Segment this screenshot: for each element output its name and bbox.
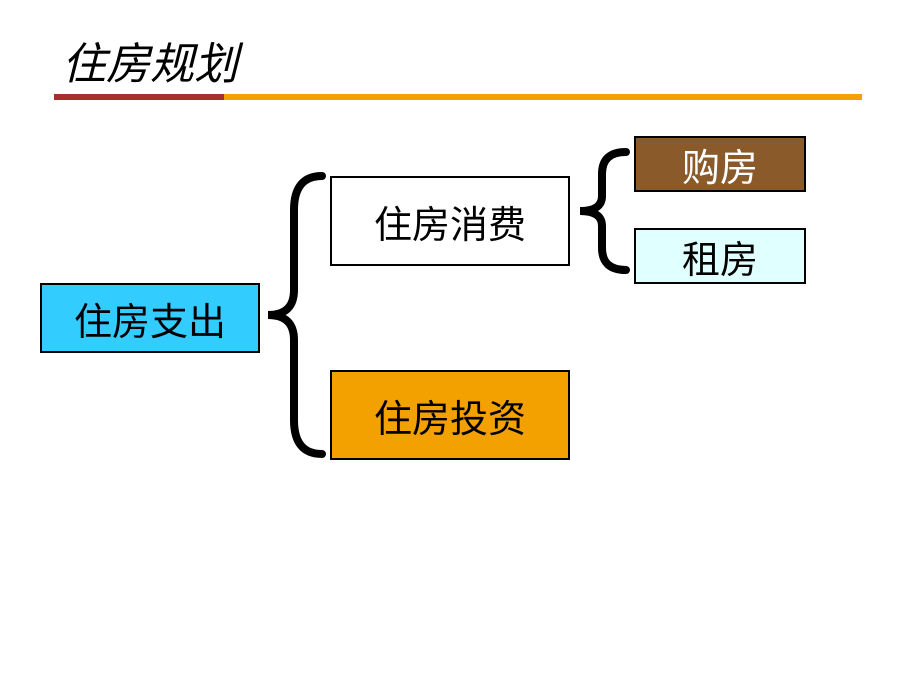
brace-sub bbox=[574, 146, 630, 276]
node-consumption: 住房消费 bbox=[330, 176, 570, 266]
underline-segment-1 bbox=[54, 94, 224, 100]
slide: 住房规划 住房支出 住房消费 住房投资 购房 租房 bbox=[0, 0, 920, 690]
node-buy: 购房 bbox=[634, 136, 806, 192]
brace-main bbox=[262, 170, 326, 460]
brace-sub-path bbox=[580, 152, 626, 270]
node-rent: 租房 bbox=[634, 228, 806, 284]
brace-main-path bbox=[268, 176, 322, 454]
node-investment: 住房投资 bbox=[330, 370, 570, 460]
node-root: 住房支出 bbox=[40, 283, 260, 353]
slide-title: 住房规划 bbox=[62, 28, 238, 92]
title-underline bbox=[54, 94, 862, 100]
underline-segment-2 bbox=[224, 94, 862, 100]
